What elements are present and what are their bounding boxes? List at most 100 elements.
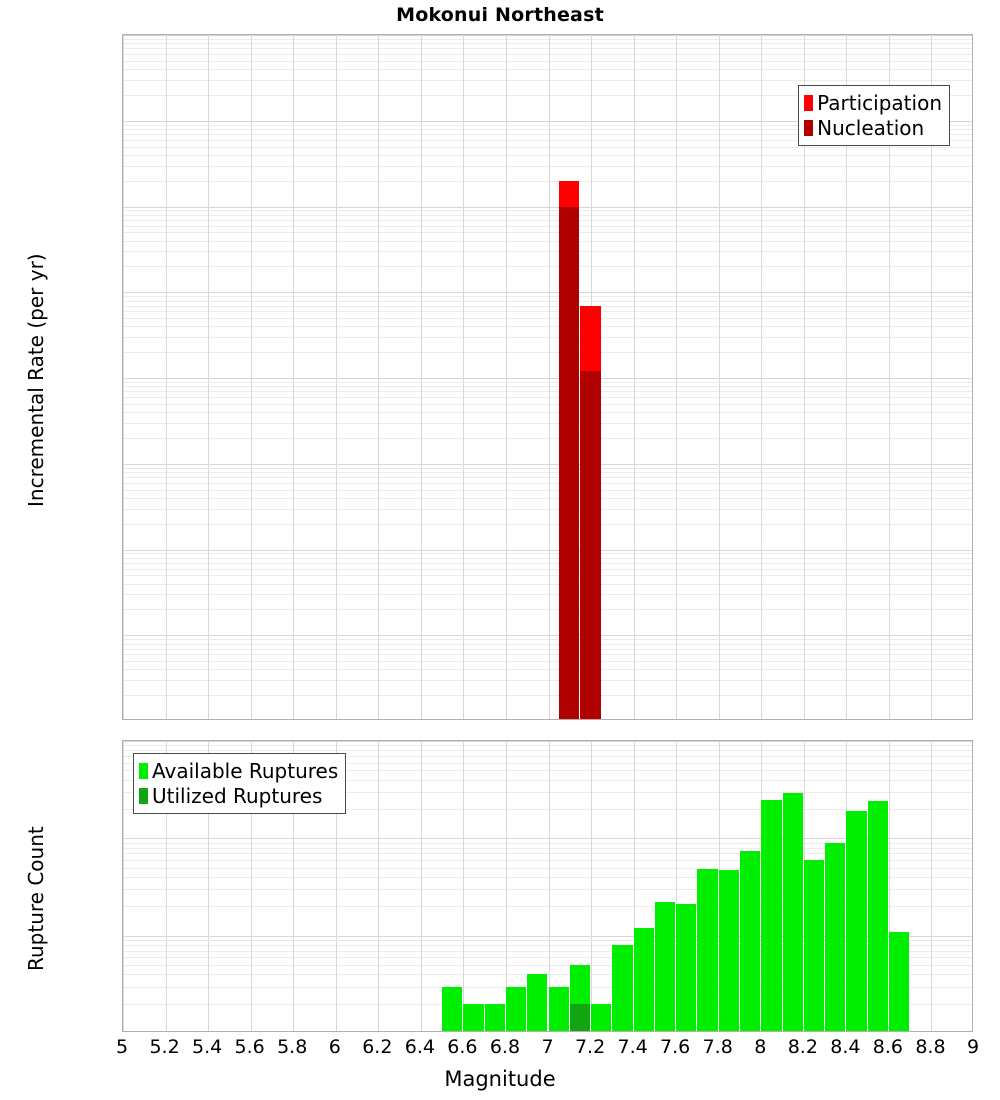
bar-available-ruptures (718, 870, 739, 1031)
gridline-horizontal-major (123, 741, 972, 742)
gridline-horizontal-minor (123, 750, 972, 751)
x-tick-label: 8.4 (830, 1036, 861, 1058)
legend-item: Utilized Ruptures (139, 783, 338, 808)
x-tick-label: 5.8 (277, 1036, 308, 1058)
bar-available-ruptures (846, 811, 867, 1031)
gridline-horizontal-minor (123, 498, 972, 499)
bar-available-ruptures (825, 842, 846, 1031)
gridline-horizontal-minor (123, 553, 972, 554)
legend-label: Nucleation (817, 115, 925, 140)
gridline-vertical (293, 35, 294, 719)
gridline-horizontal-minor (123, 147, 972, 148)
bar-nucleation (580, 371, 601, 719)
gridline-horizontal-minor (123, 306, 972, 307)
x-tick-label: 8 (754, 1036, 767, 1058)
legend-swatch-icon (804, 94, 814, 111)
gridline-horizontal-minor (123, 215, 972, 216)
x-tick-label: 7 (541, 1036, 554, 1058)
gridline-horizontal-minor (123, 241, 972, 242)
gridline-horizontal-minor (123, 39, 972, 40)
gridline-vertical (336, 35, 337, 719)
x-tick-label: 8.8 (915, 1036, 946, 1058)
gridline-vertical (549, 35, 550, 719)
gridline-horizontal-minor (123, 680, 972, 681)
x-tick-label: 8.2 (787, 1036, 818, 1058)
gridline-vertical (761, 35, 762, 719)
x-tick-label: 5.2 (149, 1036, 180, 1058)
gridline-vertical (676, 35, 677, 719)
gridline-horizontal-minor (123, 397, 972, 398)
gridline-horizontal-major (123, 550, 972, 551)
gridline-vertical (208, 35, 209, 719)
gridline-vertical (378, 741, 379, 1031)
bar-available-ruptures (527, 974, 548, 1031)
bottom-y-axis-label: Rupture Count (24, 826, 48, 971)
gridline-horizontal-major (123, 378, 972, 379)
gridline-horizontal-minor (123, 412, 972, 413)
gridline-horizontal-minor (123, 669, 972, 670)
x-tick-label: 9 (966, 1036, 980, 1058)
bar-available-ruptures (612, 945, 633, 1031)
top-y-axis-label: Incremental Rate (per yr) (24, 253, 48, 507)
x-tick-label: 7.4 (617, 1036, 648, 1058)
gridline-horizontal-minor (123, 438, 972, 439)
gridline-horizontal-minor (123, 423, 972, 424)
gridline-horizontal-minor (123, 569, 972, 570)
x-tick-label: 8.6 (872, 1036, 903, 1058)
top-chart-panel: Participation Nucleation (122, 34, 973, 720)
gridline-horizontal-minor (123, 232, 972, 233)
legend-swatch-icon (804, 119, 814, 136)
gridline-horizontal-minor (123, 563, 972, 564)
gridline-horizontal-minor (123, 745, 972, 746)
legend-swatch-icon (139, 787, 148, 804)
gridline-vertical (378, 35, 379, 719)
gridline-horizontal-minor (123, 483, 972, 484)
x-tick-label: 7.2 (574, 1036, 606, 1058)
gridline-horizontal-minor (123, 210, 972, 211)
bar-available-ruptures (505, 986, 527, 1031)
gridline-horizontal-minor (123, 155, 972, 156)
gridline-horizontal-minor (123, 490, 972, 491)
gridline-horizontal-minor (123, 43, 972, 44)
gridline-horizontal-minor (123, 472, 972, 473)
bar-available-ruptures (888, 931, 910, 1031)
gridline-horizontal-major (123, 207, 972, 208)
gridline-horizontal-minor (123, 61, 972, 62)
bottom-chart-panel: Available Ruptures Utilized Ruptures (122, 740, 973, 1032)
legend-swatch-icon (139, 762, 148, 779)
bar-available-ruptures (591, 1003, 612, 1031)
bar-available-ruptures (548, 986, 569, 1031)
x-tick-label: 5.6 (234, 1036, 265, 1058)
gridline-vertical (463, 35, 464, 719)
gridline-vertical (123, 35, 124, 719)
bar-available-ruptures (676, 904, 697, 1031)
bar-nucleation (559, 206, 580, 719)
gridline-horizontal-minor (123, 649, 972, 650)
bar-available-ruptures (867, 801, 888, 1031)
bar-available-ruptures (442, 986, 463, 1031)
gridline-horizontal-minor (123, 404, 972, 405)
gridline-horizontal-minor (123, 181, 972, 182)
gridline-horizontal-minor (123, 468, 972, 469)
gridline-horizontal-minor (123, 386, 972, 387)
gridline-horizontal-minor (123, 382, 972, 383)
gridline-horizontal-minor (123, 352, 972, 353)
x-axis-label: Magnitude (444, 1067, 556, 1091)
gridline-horizontal-minor (123, 48, 972, 49)
gridline-horizontal-minor (123, 524, 972, 525)
bar-available-ruptures (782, 793, 803, 1031)
legend-item: Available Ruptures (139, 758, 338, 783)
gridline-horizontal-minor (123, 575, 972, 576)
gridline-horizontal-minor (123, 69, 972, 70)
legend-item: Nucleation (804, 115, 942, 140)
bar-available-ruptures (761, 799, 782, 1031)
gridline-horizontal-minor (123, 644, 972, 645)
x-tick-label: 7.6 (660, 1036, 691, 1058)
bar-available-ruptures (697, 869, 718, 1031)
gridline-horizontal-minor (123, 251, 972, 252)
gridline-horizontal-minor (123, 80, 972, 81)
gridline-vertical (421, 35, 422, 719)
gridline-vertical (251, 35, 252, 719)
bar-available-ruptures (740, 850, 761, 1031)
